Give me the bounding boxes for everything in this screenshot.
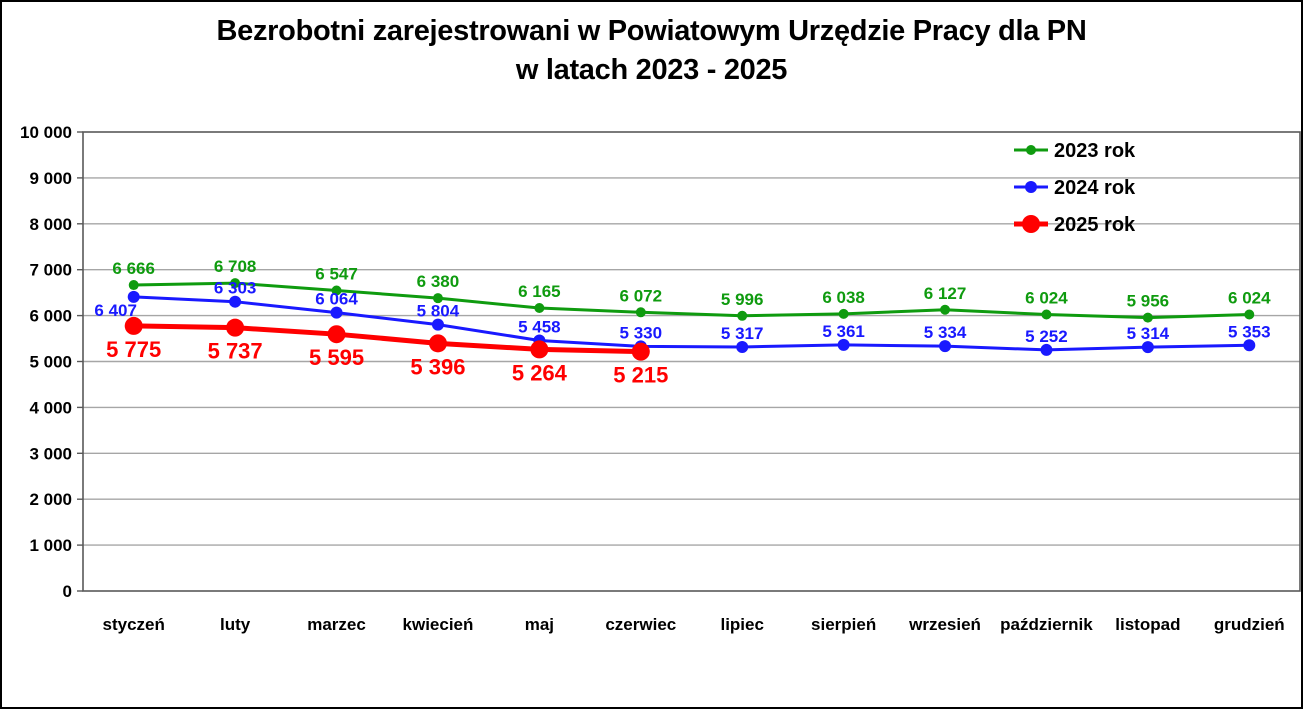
series-line [133, 281, 1250, 320]
data-label: 5 317 [721, 324, 764, 343]
data-point [838, 308, 849, 319]
data-point [128, 280, 139, 291]
y-axis-label: 3 000 [29, 444, 72, 463]
series-line [133, 323, 641, 355]
x-axis-label: sierpień [811, 615, 876, 634]
y-axis-label: 1 000 [29, 536, 72, 555]
data-point [230, 278, 241, 289]
y-axis-label: 10 000 [20, 123, 72, 142]
x-axis-label: grudzień [1214, 615, 1285, 634]
data-point [1041, 309, 1052, 320]
data-label: 6 547 [315, 264, 358, 283]
y-axis-label: 6 000 [29, 307, 72, 326]
data-point [837, 338, 850, 351]
series-line [133, 295, 1250, 352]
legend-marker [1022, 215, 1040, 233]
x-axis-label: luty [220, 615, 251, 634]
data-point [229, 295, 242, 308]
legend-label: 2024 rok [1054, 177, 1136, 199]
y-axis-label: 4 000 [29, 398, 72, 417]
data-point [428, 334, 447, 353]
y-axis-label: 2 000 [29, 490, 72, 509]
data-label: 5 334 [924, 323, 967, 342]
data-label: 5 396 [410, 354, 465, 379]
x-axis-label: marzec [307, 615, 366, 634]
data-label: 5 804 [417, 302, 460, 321]
data-point [226, 318, 245, 337]
data-point [631, 342, 650, 361]
data-point [331, 285, 342, 296]
x-axis-label: listopad [1115, 615, 1180, 634]
data-point [330, 306, 343, 319]
data-point [1040, 343, 1053, 356]
data-point [534, 303, 545, 314]
data-point [939, 340, 952, 353]
x-axis-label: lipiec [720, 615, 763, 634]
data-label: 5 330 [620, 323, 663, 342]
x-axis-label: styczeń [103, 615, 165, 634]
data-label: 6 024 [1025, 288, 1068, 307]
data-label: 5 353 [1228, 322, 1271, 341]
data-point [635, 307, 646, 318]
data-label: 5 458 [518, 317, 561, 336]
data-label: 6 165 [518, 282, 561, 301]
data-label: 5 996 [721, 290, 764, 309]
data-label: 6 127 [924, 284, 967, 303]
data-label: 5 361 [822, 322, 865, 341]
data-point [940, 304, 951, 315]
data-point [737, 310, 748, 321]
data-point [736, 340, 749, 353]
data-label: 6 380 [417, 272, 460, 291]
legend-marker [1026, 145, 1036, 155]
chart-title-line2: w latach 2023 - 2025 [515, 54, 788, 86]
data-point [1142, 312, 1153, 323]
y-axis-label: 0 [63, 582, 72, 601]
legend-label: 2023 rok [1054, 140, 1136, 162]
legend-label: 2025 rok [1054, 214, 1136, 236]
data-point [432, 293, 443, 304]
data-label: 6 072 [620, 286, 663, 305]
data-label: 5 264 [512, 360, 568, 385]
data-label: 6 038 [822, 288, 865, 307]
data-label: 5 775 [106, 337, 161, 362]
data-label: 6 303 [214, 279, 257, 298]
legend-marker [1025, 181, 1037, 193]
x-axis-label: czerwiec [605, 615, 676, 634]
data-label: 6 407 [94, 301, 137, 320]
data-label: 5 314 [1127, 324, 1170, 343]
data-point [431, 318, 444, 331]
data-label: 6 064 [315, 290, 358, 309]
x-axis-label: wrzesień [908, 615, 981, 634]
y-axis-label: 8 000 [29, 215, 72, 234]
chart-title-line1: Bezrobotni zarejestrowani w Powiatowym U… [216, 15, 1087, 47]
data-point [1141, 341, 1154, 354]
data-label: 5 737 [208, 339, 263, 364]
data-label: 5 595 [309, 345, 364, 370]
data-label: 6 708 [214, 257, 257, 276]
data-point [1244, 309, 1255, 320]
data-point [127, 290, 140, 303]
data-label: 6 024 [1228, 288, 1271, 307]
data-point [124, 316, 143, 335]
plot-border [82, 131, 1301, 592]
data-label: 6 666 [112, 259, 155, 278]
x-axis-label: maj [525, 615, 554, 634]
x-axis-label: październik [1000, 615, 1093, 634]
data-label: 5 252 [1025, 327, 1068, 346]
data-label: 5 956 [1127, 292, 1170, 311]
data-point [530, 340, 549, 359]
y-axis-label: 7 000 [29, 261, 72, 280]
data-label: 5 215 [613, 363, 668, 388]
chart-title: Bezrobotni zarejestrowani w Powiatowym U… [2, 12, 1301, 90]
y-axis-label: 5 000 [29, 353, 72, 372]
x-axis-label: kwiecień [403, 615, 474, 634]
data-point [327, 325, 346, 344]
data-point [1243, 339, 1256, 352]
y-axis-label: 9 000 [29, 169, 72, 188]
